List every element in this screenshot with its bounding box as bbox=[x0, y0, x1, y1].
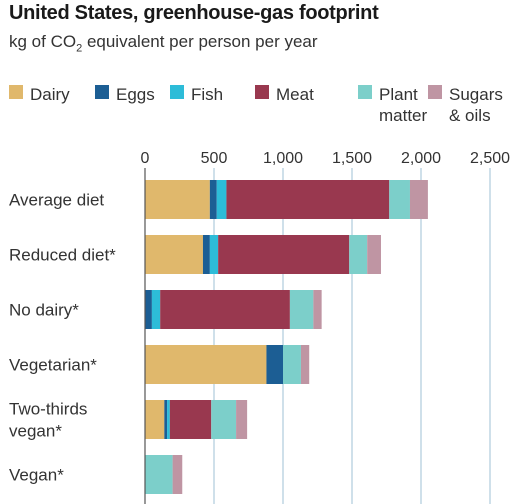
category-label: Vegetarian* bbox=[9, 356, 97, 375]
bar-eggs bbox=[145, 290, 152, 329]
x-tick-label: 500 bbox=[201, 150, 228, 167]
bar-fish bbox=[151, 290, 161, 329]
legend-swatch bbox=[95, 85, 109, 99]
bar-plant-matter bbox=[389, 180, 410, 219]
category-label: vegan* bbox=[9, 422, 62, 441]
bar-plant-matter bbox=[145, 455, 173, 494]
x-tick-label: 0 bbox=[141, 150, 150, 167]
category-label: Two-thirds bbox=[9, 400, 87, 419]
bar-meat bbox=[160, 290, 290, 329]
legend-label: Eggs bbox=[116, 85, 155, 104]
bar-fish bbox=[167, 400, 170, 439]
legend-label: Plant matter bbox=[379, 85, 428, 125]
legend-swatch bbox=[428, 85, 442, 99]
category-label: Reduced diet* bbox=[9, 246, 116, 265]
bar-plant-matter bbox=[211, 400, 237, 439]
bar-sugars-oils bbox=[409, 180, 428, 219]
bar-sugars-oils bbox=[236, 400, 248, 439]
subtitle-rest: equivalent per person per year bbox=[82, 32, 318, 51]
legend-label: Meat bbox=[276, 85, 314, 104]
bar-dairy bbox=[145, 400, 165, 439]
bar-eggs bbox=[209, 180, 217, 219]
x-tick-label: 1,000 bbox=[263, 150, 303, 167]
category-label: Vegan* bbox=[9, 466, 64, 485]
chart-title: United States, greenhouse-gas footprint bbox=[9, 2, 379, 24]
bar-sugars-oils bbox=[367, 235, 381, 274]
bar-meat bbox=[226, 180, 390, 219]
bar-plant-matter bbox=[289, 290, 314, 329]
x-tick-label: 2,500 bbox=[470, 150, 510, 167]
bar-fish bbox=[216, 180, 227, 219]
category-label: Average diet bbox=[9, 191, 104, 210]
bar-eggs bbox=[266, 345, 283, 384]
legend-swatch bbox=[255, 85, 269, 99]
bar-plant-matter bbox=[349, 235, 368, 274]
category-label: No dairy* bbox=[9, 301, 79, 320]
bar-dairy bbox=[145, 345, 267, 384]
chart-subtitle: kg of CO2 equivalent per person per year bbox=[9, 32, 318, 54]
legend-label: Sugars & oils bbox=[449, 85, 503, 125]
bar-sugars-oils bbox=[313, 290, 322, 329]
bar-dairy bbox=[145, 235, 203, 274]
legend-swatch bbox=[9, 85, 23, 99]
x-tick-label: 2,000 bbox=[401, 150, 441, 167]
bar-eggs bbox=[164, 400, 168, 439]
legend-swatch bbox=[358, 85, 372, 99]
bar-dairy bbox=[145, 180, 210, 219]
bar-sugars-oils bbox=[172, 455, 183, 494]
subtitle-main: kg of CO bbox=[9, 32, 77, 51]
bar-meat bbox=[169, 400, 212, 439]
bar-eggs bbox=[202, 235, 210, 274]
bar-sugars-oils bbox=[300, 345, 310, 384]
bar-meat bbox=[218, 235, 350, 274]
legend-label: Fish bbox=[191, 85, 224, 104]
bar-fish bbox=[209, 235, 219, 274]
legend-swatch bbox=[170, 85, 184, 99]
legend-label: Dairy bbox=[30, 85, 70, 104]
x-tick-label: 1,500 bbox=[332, 150, 372, 167]
subtitle-subscript: 2 bbox=[76, 42, 83, 55]
bar-plant-matter bbox=[283, 345, 301, 384]
